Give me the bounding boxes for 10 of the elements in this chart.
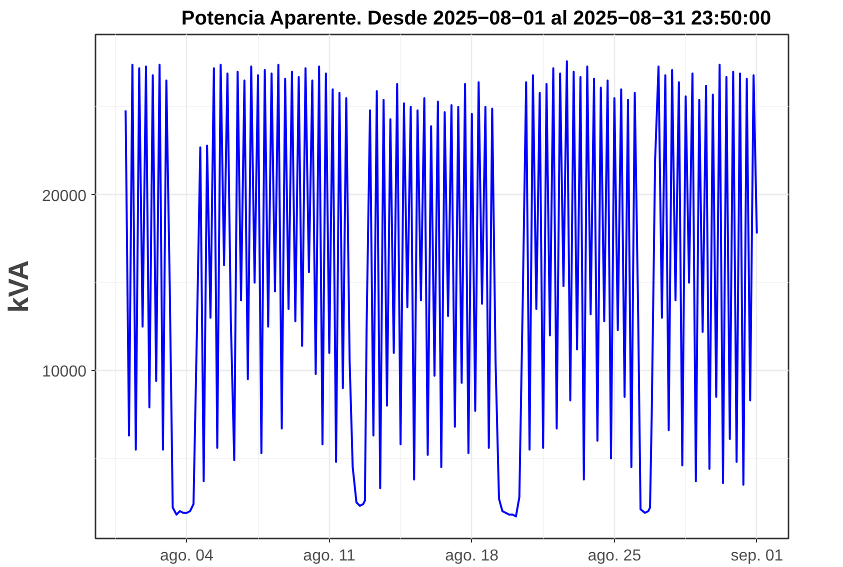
chart-title: Potencia Aparente. Desde 2025−08−01 al 2025−08−31 23:50:00 — [181, 8, 772, 30]
x-tick-label: ago. 11 — [303, 548, 356, 564]
x-tick-label: ago. 18 — [445, 548, 499, 564]
x-tick-label: ago. 04 — [160, 548, 214, 564]
line-series — [124, 60, 758, 518]
y-tick-label: 20000 — [42, 188, 87, 205]
y-axis-title: kVA — [3, 260, 34, 313]
x-tick-label: sep. 01 — [730, 548, 784, 564]
y-tick-label: 10000 — [42, 364, 87, 380]
x-tick-label: ago. 25 — [588, 548, 642, 564]
